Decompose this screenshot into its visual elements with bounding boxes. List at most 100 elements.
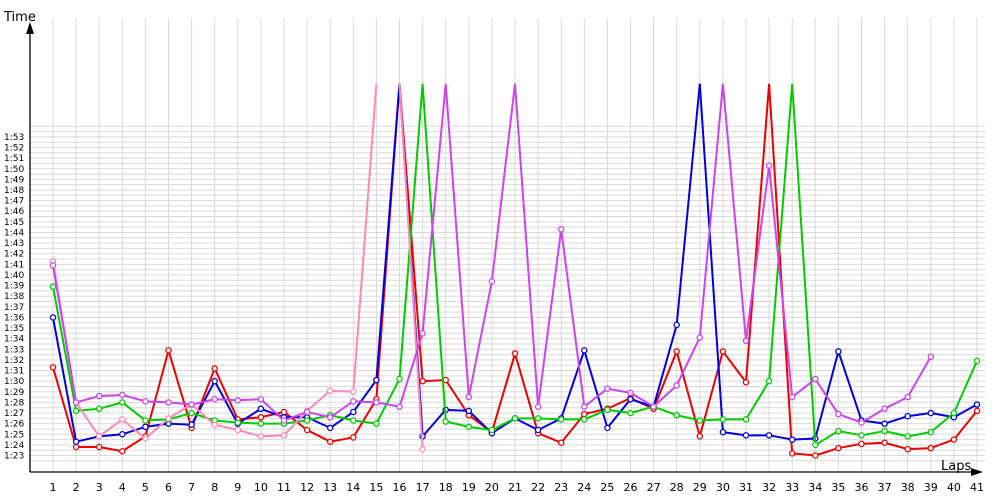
data-point: [627, 389, 634, 397]
data-point: [119, 431, 126, 438]
y-tick-label: 1:48: [4, 186, 24, 196]
data-point: [119, 399, 126, 406]
series-segment: [121, 425, 146, 436]
y-tick-label: 1:38: [4, 292, 24, 302]
series-segment: [190, 380, 216, 426]
y-tick-label: 1:51: [4, 154, 24, 164]
data-point: [881, 427, 888, 435]
series-segment: [329, 400, 354, 419]
data-point: [465, 393, 473, 401]
x-axis-arrow: [971, 468, 983, 476]
series-segment: [445, 408, 469, 412]
x-tick-label: 37: [878, 481, 892, 494]
series-segment: [768, 165, 794, 398]
series-segment: [952, 360, 978, 414]
series-segment: [722, 350, 747, 383]
series-segment: [260, 434, 285, 438]
data-point: [280, 417, 288, 424]
y-axis-title: Time: [3, 10, 36, 25]
data-point: [835, 348, 842, 355]
x-tick-label: 13: [323, 481, 337, 494]
x-tick-label: 17: [416, 481, 430, 494]
x-tick-label: 12: [300, 481, 314, 494]
data-point: [858, 440, 865, 448]
y-tick-label: 1:39: [4, 282, 24, 292]
data-point: [557, 226, 565, 233]
data-point: [419, 377, 426, 385]
series-segment: [930, 438, 955, 450]
data-point: [95, 392, 103, 400]
series-segment: [76, 407, 100, 412]
series-segment: [52, 367, 78, 448]
series-segment: [907, 447, 931, 451]
data-point: [534, 426, 542, 434]
series-segment: [583, 387, 609, 408]
data-point: [72, 438, 80, 445]
x-tick-label: 23: [554, 481, 568, 494]
x-tick-label: 24: [577, 481, 591, 494]
x-tick-label: 32: [762, 481, 776, 494]
data-point: [234, 419, 242, 426]
data-point: [188, 421, 195, 428]
series-segment: [745, 165, 771, 341]
data-point: [927, 428, 935, 436]
series-segment: [445, 420, 470, 428]
series-segment: [884, 415, 909, 425]
x-tick-label: 16: [393, 481, 407, 494]
series-segment: [99, 446, 123, 453]
series-segment: [168, 412, 192, 421]
series-segment: [607, 408, 631, 415]
series-segment: [421, 83, 447, 422]
data-point: [835, 427, 842, 435]
data-point: [858, 432, 865, 439]
series-segment: [283, 410, 308, 437]
x-tick-label: 6: [165, 481, 172, 494]
data-point: [303, 408, 311, 416]
data-point: [142, 435, 149, 442]
x-tick-label: 29: [693, 481, 707, 494]
y-tick-label: 1:47: [4, 197, 24, 207]
series-segment: [329, 411, 354, 429]
x-tick-label: 28: [670, 481, 684, 494]
data-point: [442, 418, 449, 425]
y-tick-label: 1:31: [4, 367, 24, 377]
series-segment: [583, 408, 608, 421]
grid: [30, 18, 985, 472]
series-2: [49, 83, 981, 449]
data-point: [211, 365, 218, 372]
series-segment: [375, 378, 401, 425]
series-segment: [537, 432, 562, 444]
x-tick-label: 7: [188, 481, 195, 494]
series-segment: [652, 324, 678, 407]
data-point: [904, 433, 911, 440]
series-segment: [953, 410, 978, 441]
data-point: [257, 405, 265, 413]
series-segment: [629, 391, 655, 408]
data-point: [765, 432, 773, 439]
series-segment: [237, 421, 261, 425]
x-tick-label: 21: [508, 481, 522, 494]
series-segment: [768, 83, 794, 382]
series-segment: [606, 398, 632, 429]
series-segment: [907, 431, 931, 438]
x-tick-label: 18: [439, 481, 453, 494]
data-point: [49, 262, 57, 269]
y-tick-label: 1:36: [4, 313, 24, 323]
data-point: [627, 395, 634, 403]
data-point: [465, 407, 473, 415]
data-point: [742, 432, 750, 439]
series-segment: [630, 405, 654, 414]
x-tick-label: 38: [901, 481, 915, 494]
series-segment: [906, 356, 932, 398]
series-segment: [514, 83, 540, 407]
series-segment: [675, 83, 701, 325]
series-segment: [652, 351, 678, 410]
series-segment: [352, 379, 378, 413]
series-4: [49, 83, 935, 426]
y-axis-arrow: [26, 22, 34, 34]
data-point: [234, 426, 242, 434]
y-tick-label: 1:53: [4, 133, 24, 143]
series-3: [49, 83, 426, 453]
